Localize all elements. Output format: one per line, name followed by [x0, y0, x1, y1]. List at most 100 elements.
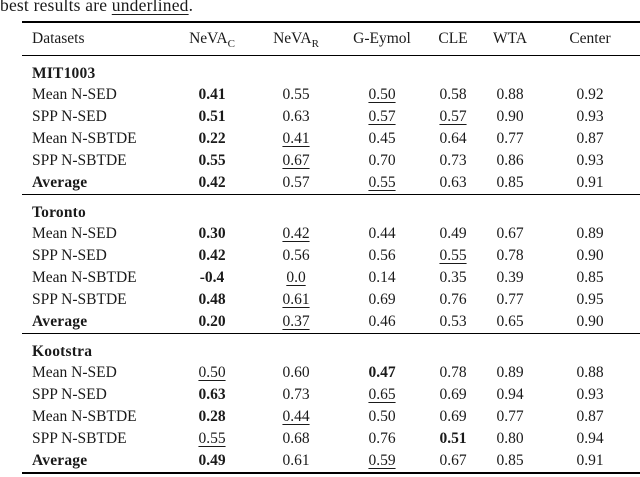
- value-cell: 0.69: [439, 386, 467, 403]
- row-label: Mean N-SED: [32, 225, 117, 242]
- section-header-row: Toronto: [22, 195, 640, 224]
- value-cell: 0.67: [439, 452, 467, 469]
- col-header-datasets: Datasets: [22, 22, 170, 56]
- row-label: SPP N-SED: [32, 108, 107, 125]
- value-cell: 0.78: [496, 247, 524, 264]
- value-cell: 0.37: [282, 313, 310, 330]
- table-row: SPP N-SED 0.63 0.73 0.65 0.69 0.94 0.93: [22, 384, 640, 406]
- value-cell: 0.57: [282, 174, 310, 191]
- row-label: Mean N-SED: [32, 86, 117, 103]
- value-cell: 0.85: [576, 269, 604, 286]
- subscript-r: R: [311, 38, 319, 50]
- value-cell: 0.70: [368, 152, 396, 169]
- value-cell: 0.47: [368, 364, 396, 381]
- value-cell: 0.93: [576, 152, 604, 169]
- value-cell: 0.42: [282, 225, 310, 242]
- value-cell: 0.90: [496, 108, 524, 125]
- col-header-wta: WTA: [480, 22, 540, 56]
- table-row: Mean N-SBTDE 0.28 0.44 0.50 0.69 0.77 0.87: [22, 406, 640, 428]
- value-cell: 0.35: [439, 269, 467, 286]
- value-cell: 0.14: [368, 269, 396, 286]
- col-header-center: Center: [540, 22, 640, 56]
- section-mit1003: MIT1003 Mean N-SED 0.41 0.55 0.50 0.58 0.88 0.9…: [22, 56, 640, 195]
- value-cell: 0.87: [576, 130, 604, 147]
- value-cell: 0.77: [496, 408, 524, 425]
- value-cell: 0.65: [368, 386, 396, 403]
- value-cell: 0.92: [576, 86, 604, 103]
- value-cell: 0.67: [282, 152, 310, 169]
- section-name: MIT1003: [32, 65, 96, 82]
- value-cell: 0.60: [282, 364, 310, 381]
- value-cell: 0.95: [576, 291, 604, 308]
- row-label: SPP N-SBTDE: [32, 291, 127, 308]
- value-cell: 0.85: [496, 452, 524, 469]
- value-cell: 0.64: [439, 130, 467, 147]
- table-row: Mean N-SBTDE -0.4 0.0 0.14 0.35 0.39 0.85: [22, 267, 640, 289]
- value-cell: 0.55: [198, 430, 226, 447]
- value-cell: 0.93: [576, 386, 604, 403]
- table-row: SPP N-SED 0.42 0.56 0.56 0.55 0.78 0.90: [22, 245, 640, 267]
- value-cell: 0.22: [198, 130, 226, 147]
- value-cell: 0.46: [368, 313, 396, 330]
- value-cell: 0.91: [576, 174, 604, 191]
- value-cell: 0.28: [198, 408, 226, 425]
- value-cell: 0.69: [368, 291, 396, 308]
- table-row: SPP N-SBTDE 0.55 0.68 0.76 0.51 0.80 0.94: [22, 428, 640, 450]
- col-header-neva-c: NeVAC: [170, 22, 254, 56]
- value-cell: 0.93: [576, 108, 604, 125]
- value-cell: 0.50: [198, 364, 226, 381]
- col-header-cle: CLE: [426, 22, 480, 56]
- value-cell: 0.45: [368, 130, 396, 147]
- value-cell: 0.61: [282, 452, 310, 469]
- value-cell: 0.55: [282, 86, 310, 103]
- value-cell: 0.55: [198, 152, 226, 169]
- row-label: Mean N-SBTDE: [32, 408, 137, 425]
- value-cell: 0.88: [496, 86, 524, 103]
- value-cell: 0.89: [496, 364, 524, 381]
- value-cell: 0.88: [576, 364, 604, 381]
- table-row: SPP N-SED 0.51 0.63 0.57 0.57 0.90 0.93: [22, 106, 640, 128]
- caption-suffix: .: [188, 0, 194, 15]
- col-header-neva-r: NeVAR: [254, 22, 338, 56]
- row-label: Mean N-SBTDE: [32, 130, 137, 147]
- caption-underlined-word: underlined: [111, 0, 189, 15]
- value-cell: 0.63: [282, 108, 310, 125]
- table-row: Average 0.20 0.37 0.46 0.53 0.65 0.90: [22, 311, 640, 334]
- value-cell: 0.77: [496, 291, 524, 308]
- value-cell: 0.39: [496, 269, 524, 286]
- value-cell: 0.44: [282, 408, 310, 425]
- value-cell: 0.57: [368, 108, 396, 125]
- section-header-row: Kootstra: [22, 334, 640, 363]
- value-cell: -0.4: [199, 269, 225, 286]
- value-cell: 0.91: [576, 452, 604, 469]
- value-cell: 0.94: [496, 386, 524, 403]
- value-cell: 0.55: [368, 174, 396, 191]
- table-caption: best results are underlined.: [0, 0, 193, 16]
- caption-prefix: best results are: [0, 0, 112, 15]
- value-cell: 0.86: [496, 152, 524, 169]
- subscript-c: C: [227, 38, 235, 50]
- value-cell: 0.73: [282, 386, 310, 403]
- value-cell: 0.42: [198, 247, 226, 264]
- row-label: Mean N-SED: [32, 364, 117, 381]
- value-cell: 0.78: [439, 364, 467, 381]
- value-cell: 0.51: [439, 430, 467, 447]
- value-cell: 0.56: [368, 247, 396, 264]
- value-cell: 0.51: [198, 108, 226, 125]
- row-label: SPP N-SED: [32, 386, 107, 403]
- value-cell: 0.20: [198, 313, 226, 330]
- value-cell: 0.50: [368, 408, 396, 425]
- row-label: Mean N-SBTDE: [32, 269, 137, 286]
- table-row: Average 0.42 0.57 0.55 0.63 0.85 0.91: [22, 172, 640, 195]
- row-label: SPP N-SBTDE: [32, 430, 127, 447]
- value-cell: 0.56: [282, 247, 310, 264]
- value-cell: 0.44: [368, 225, 396, 242]
- value-cell: 0.53: [439, 313, 467, 330]
- section-name: Kootstra: [32, 343, 93, 360]
- value-cell: 0.68: [282, 430, 310, 447]
- value-cell: 0.50: [368, 86, 396, 103]
- section-kootstra: Kootstra Mean N-SED 0.50 0.60 0.47 0.78 0.89 0.…: [22, 334, 640, 474]
- value-cell: 0.0: [286, 269, 306, 286]
- value-cell: 0.90: [576, 313, 604, 330]
